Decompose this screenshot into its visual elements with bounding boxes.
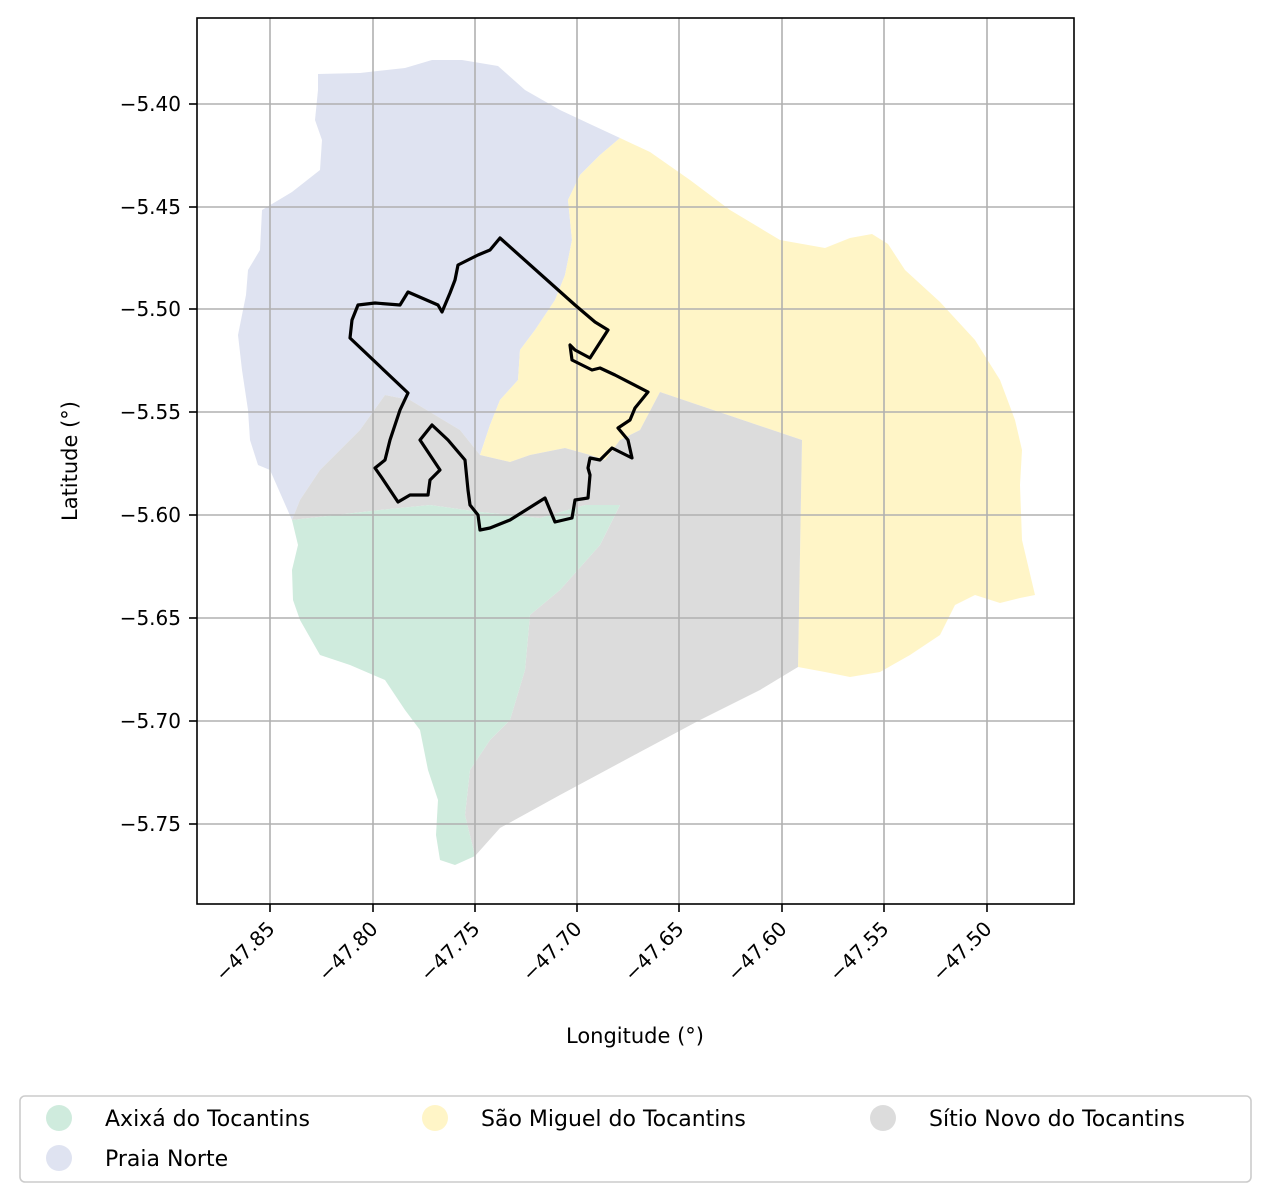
legend-label-praia-norte: Praia Norte [105,1147,228,1172]
y-tick-label: −5.65 [120,606,181,630]
x-tick-label: −47.55 [824,917,893,986]
legend-label-sao-miguel: São Miguel do Tocantins [481,1107,746,1132]
y-axis-label: Latitude (°) [58,401,82,521]
legend-marker-sao-miguel [422,1105,448,1131]
y-tick-label: −5.70 [120,709,181,733]
legend-label-axixa: Axixá do Tocantins [105,1107,310,1132]
x-tick-labels: −47.85 −47.80 −47.75 −47.70 −47.65 −47.6… [210,917,996,986]
legend-label-sitio-novo: Sítio Novo do Tocantins [929,1107,1185,1132]
y-tick-labels: −5.40 −5.45 −5.50 −5.55 −5.60 −5.65 −5.7… [120,92,181,836]
y-tick-label: −5.60 [120,503,181,527]
region-axixa [292,505,620,865]
region-sitio-novo [292,392,802,856]
legend-marker-axixa [46,1105,72,1131]
x-tick-label: −47.50 [927,917,996,986]
x-tick-label: −47.80 [313,917,382,986]
regions [238,60,1035,865]
legend-marker-praia-norte [46,1145,72,1171]
x-tick-label: −47.70 [517,917,586,986]
x-tick-label: −47.85 [210,917,279,986]
legend-marker-sitio-novo [870,1105,896,1131]
y-tick-label: −5.45 [120,195,181,219]
y-tick-label: −5.75 [120,812,181,836]
x-tick-label: −47.60 [722,917,791,986]
x-tick-label: −47.75 [415,917,484,986]
x-tick-marks [269,904,988,912]
region-praia-norte [238,60,620,520]
legend: Axixá do Tocantins São Miguel do Tocanti… [19,1095,1252,1183]
y-tick-marks [189,103,197,825]
study-area-outline [348,236,650,532]
y-tick-label: −5.55 [120,400,181,424]
x-axis-label: Longitude (°) [566,1024,704,1048]
y-tick-label: −5.50 [120,297,181,321]
axes-frame [196,17,1075,905]
region-sao-miguel [480,138,1035,677]
y-tick-label: −5.40 [120,92,181,116]
grid [197,18,1074,904]
x-tick-label: −47.65 [619,917,688,986]
legend-box [19,1095,1252,1183]
